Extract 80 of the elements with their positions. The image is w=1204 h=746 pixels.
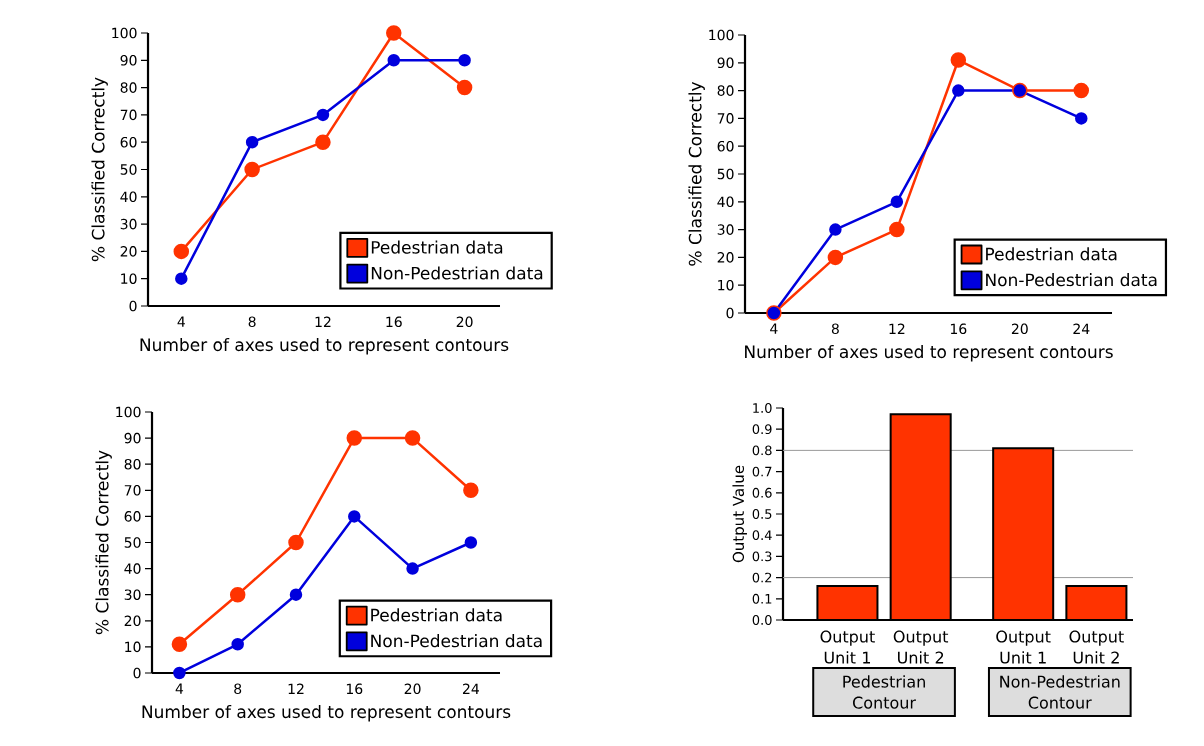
x-tick-label: 16 — [950, 323, 967, 335]
y-tick-label: 50 — [120, 164, 137, 175]
y-axis-title: % Classified Correctly — [688, 81, 705, 266]
y-tick-label: 90 — [120, 54, 137, 66]
y-tick-label: 50 — [717, 168, 734, 180]
x-tick-label: 12 — [288, 683, 304, 694]
y-axis-title: Output Value — [732, 465, 747, 563]
y-tick-label: 80 — [717, 85, 734, 96]
y-tick-label: 0.6 — [752, 487, 772, 498]
y-tick-label: 10 — [718, 279, 734, 291]
x-tick-label: 20 — [404, 683, 421, 695]
y-tick-label: 10 — [121, 273, 137, 284]
y-tick-label: 1.0 — [753, 403, 772, 413]
x-axis-title: Number of axes used to represent contours — [142, 704, 511, 722]
legend-label: Pedestrian data — [986, 247, 1117, 261]
x-tick-label: 4 — [177, 316, 185, 327]
y-tick-label: 0.9 — [752, 424, 772, 435]
x-tick-label: 24 — [1073, 323, 1090, 334]
y-tick-label: 70 — [124, 484, 141, 496]
x-tick-label: 8 — [831, 323, 839, 335]
y-axis-title: % Classified Correctly — [95, 450, 112, 635]
text: Pedestrian Contour — [843, 675, 925, 709]
legend-label: Pedestrian data — [371, 608, 502, 622]
x-tick-label: 16 — [346, 683, 363, 695]
y-tick-label: 70 — [717, 113, 734, 124]
y-tick-label: 20 — [120, 246, 137, 257]
y-tick-label: 0.8 — [752, 445, 772, 456]
x-tick-label: 4 — [175, 683, 184, 694]
y-tick-label: 30 — [124, 589, 141, 600]
y-tick-label: 60 — [120, 136, 137, 148]
y-tick-label: 0.4 — [752, 530, 772, 541]
y-tick-label: 80 — [124, 458, 141, 470]
x-axis-title: Number of axes used to represent contours — [140, 337, 509, 355]
x-tick-label: 12 — [889, 323, 905, 334]
y-tick-label: 0.1 — [752, 593, 772, 604]
y-tick-label: 0.3 — [752, 551, 772, 562]
y-tick-label: 50 — [124, 537, 141, 548]
y-tick-label: 70 — [120, 109, 137, 121]
y-tick-label: 0 — [129, 300, 137, 312]
x-tick-label: 20 — [456, 316, 473, 328]
x-tick-label: 16 — [386, 316, 402, 328]
y-tick-label: 30 — [717, 224, 734, 235]
y-tick-label: 20 — [124, 615, 141, 627]
text: Non-Pedestrian Contour — [1000, 675, 1120, 709]
x-tick-label: Output Unit 2 — [893, 630, 949, 664]
y-axis-title: % Classified Correctly — [91, 77, 108, 262]
y-tick-label: 0 — [726, 307, 734, 319]
y-tick-label: 90 — [124, 432, 141, 444]
y-tick-label: 60 — [124, 511, 141, 522]
y-tick-label: 90 — [717, 57, 734, 69]
y-tick-label: 0.7 — [752, 466, 772, 477]
x-axis-title: Number of axes used to represent contours — [745, 344, 1113, 362]
y-tick-label: 80 — [120, 82, 137, 93]
y-tick-label: 0 — [133, 667, 141, 679]
y-tick-label: 100 — [709, 29, 734, 41]
y-tick-label: 30 — [120, 218, 137, 230]
x-tick-label: 20 — [1011, 323, 1028, 335]
y-tick-label: 0.0 — [752, 615, 772, 625]
y-tick-label: 0.2 — [752, 572, 772, 583]
x-tick-label: Output Unit 2 — [1069, 630, 1124, 664]
x-tick-label: 8 — [248, 316, 256, 328]
y-tick-label: 60 — [717, 140, 734, 152]
legend-label: Non-Pedestrian data — [986, 273, 1157, 287]
y-tick-label: 40 — [120, 191, 137, 203]
legend-label: Non-Pedestrian data — [371, 266, 543, 280]
y-tick-label: 10 — [125, 641, 141, 653]
y-tick-label: 20 — [717, 252, 734, 263]
y-tick-label: 100 — [112, 27, 137, 39]
x-tick-label: Output Unit 1 — [996, 630, 1051, 664]
x-tick-label: 12 — [315, 316, 331, 327]
x-tick-label: 8 — [234, 683, 242, 695]
y-tick-label: 100 — [116, 406, 141, 418]
legend-label: Non-Pedestrian data — [371, 634, 542, 648]
x-tick-label: 4 — [770, 323, 778, 334]
x-tick-label: Output Unit 1 — [820, 630, 875, 664]
y-tick-label: 0.5 — [752, 509, 772, 519]
y-tick-label: 40 — [124, 563, 141, 574]
y-tick-label: 40 — [717, 196, 734, 208]
x-tick-label: 24 — [462, 683, 479, 694]
legend-label: Pedestrian data — [371, 240, 503, 254]
